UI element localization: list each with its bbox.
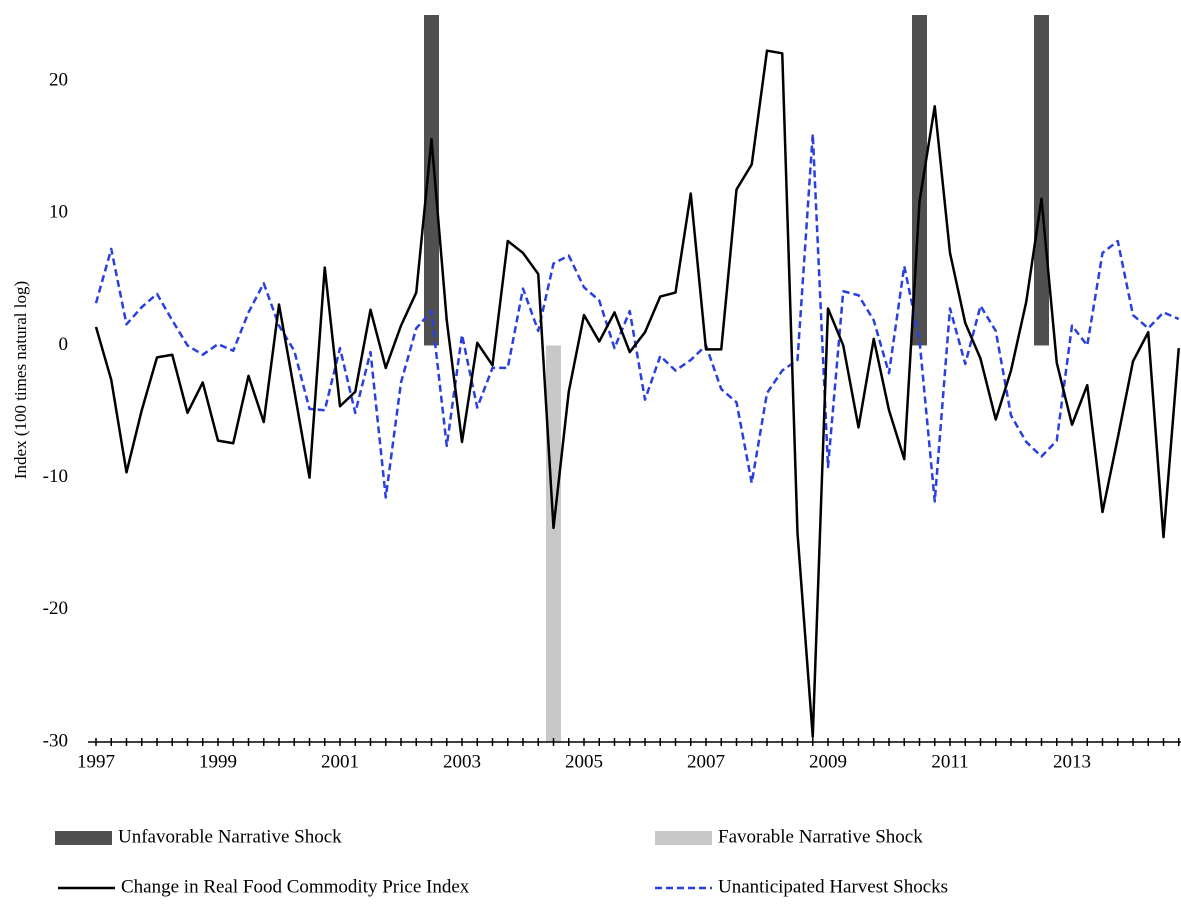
x-tick-label: 2005 bbox=[565, 751, 603, 772]
legend-swatch bbox=[55, 831, 112, 845]
x-tick-label: 2001 bbox=[321, 751, 359, 772]
legend-swatch bbox=[655, 831, 712, 845]
series-line bbox=[94, 132, 1180, 503]
x-tick-label: 2007 bbox=[687, 751, 725, 772]
legend-label: Change in Real Food Commodity Price Inde… bbox=[121, 876, 470, 897]
legend-label: Unfavorable Narrative Shock bbox=[118, 826, 342, 847]
shock-bar bbox=[546, 345, 561, 742]
x-tick-label: 2011 bbox=[931, 751, 968, 772]
y-tick-label: -10 bbox=[43, 466, 68, 487]
y-tick-label: -20 bbox=[43, 598, 68, 619]
x-tick-label: 1999 bbox=[199, 751, 237, 772]
shock-bar bbox=[1034, 15, 1049, 346]
legend-label: Favorable Narrative Shock bbox=[718, 826, 923, 847]
y-tick-label: 20 bbox=[49, 69, 68, 90]
shock-bar bbox=[424, 15, 439, 346]
x-tick-label: 1997 bbox=[77, 751, 115, 772]
series-line bbox=[94, 49, 1180, 738]
legend-label: Unanticipated Harvest Shocks bbox=[718, 876, 948, 897]
y-tick-label: 10 bbox=[49, 202, 68, 223]
y-tick-label: 0 bbox=[59, 334, 69, 355]
x-tick-label: 2003 bbox=[443, 751, 481, 772]
x-tick-label: 2009 bbox=[809, 751, 847, 772]
y-axis-label: Index (100 times natural log) bbox=[11, 281, 30, 479]
y-tick-label: -30 bbox=[43, 730, 68, 751]
x-tick-label: 2013 bbox=[1053, 751, 1091, 772]
